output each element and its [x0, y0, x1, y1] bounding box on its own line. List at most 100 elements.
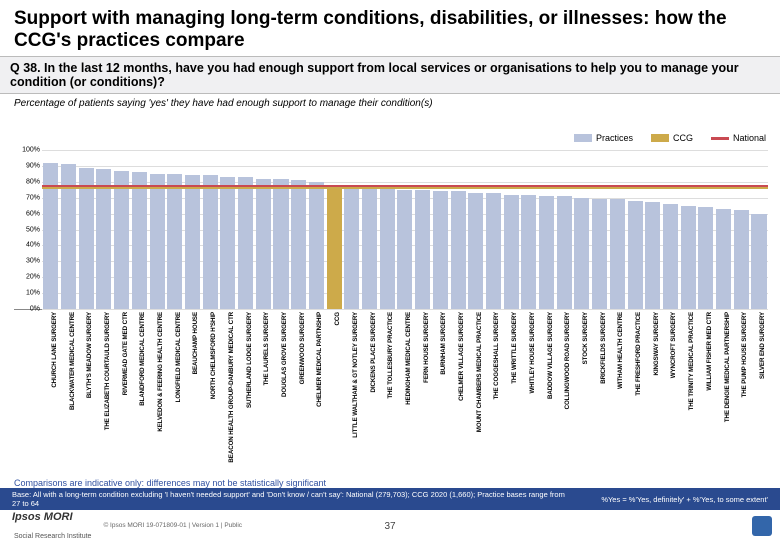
category-label: BURNHAM SURGERY — [440, 312, 447, 375]
category-label: THE LAURELS SURGERY — [263, 312, 270, 386]
category-label: KELVEDON & FEERING HEALTH CENTRE — [157, 312, 164, 432]
practice-bar — [628, 201, 643, 309]
ccg-swatch — [651, 134, 669, 142]
bar-wrap — [308, 150, 326, 309]
ytick: 90% — [14, 162, 40, 169]
page-number: 37 — [384, 521, 395, 532]
category-label: HEDINGHAM MEDICAL CENTRE — [405, 312, 412, 405]
practice-bar — [645, 202, 660, 309]
practice-bar — [504, 195, 519, 309]
category-label-wrap: CHELMER MEDICAL PARTNSHIP — [308, 312, 326, 447]
practice-bar — [415, 190, 430, 309]
practice-bar — [362, 188, 377, 309]
bar-wrap — [166, 150, 184, 309]
practice-bar — [681, 206, 696, 309]
category-label-wrap: LITTLE WALTHAM & GT NOTLEY SURGERY — [343, 312, 361, 447]
practice-bar — [132, 172, 147, 309]
category-label-wrap: WILLIAM FISHER MED CTR — [697, 312, 715, 447]
practice-bar — [220, 177, 235, 309]
bar-wrap — [414, 150, 432, 309]
category-label: DOUGLAS GROVE SURGERY — [281, 312, 288, 397]
practice-bar — [380, 188, 395, 309]
footer-logo-sub: Social Research Institute — [14, 533, 91, 540]
category-label: LITTLE WALTHAM & GT NOTLEY SURGERY — [352, 312, 359, 438]
practice-bar — [486, 193, 501, 309]
yes-definition: %Yes = %'Yes, definitely' + %'Yes, to so… — [601, 495, 768, 504]
bar-wrap — [485, 150, 503, 309]
category-label-wrap: SUTHERLAND LODGE SURGERY — [237, 312, 255, 447]
category-label: THE COGGESHALL SURGERY — [493, 312, 500, 400]
practice-bar — [574, 198, 589, 309]
practice-bar — [238, 177, 253, 309]
category-label-wrap: KELVEDON & FEERING HEALTH CENTRE — [148, 312, 166, 447]
category-label-wrap: THE COGGESHALL SURGERY — [485, 312, 503, 447]
category-label-wrap: BLANDFORD MEDICAL CENTRE — [131, 312, 149, 447]
ytick: 10% — [14, 290, 40, 297]
category-label: CCG — [334, 312, 341, 325]
ccg-reference-line — [42, 187, 768, 189]
ytick: 80% — [14, 178, 40, 185]
bar-wrap — [449, 150, 467, 309]
practice-bar — [663, 204, 678, 309]
category-label-wrap: THE WRITTLE SURGERY — [502, 312, 520, 447]
practice-bar — [96, 169, 111, 309]
bar-wrap — [396, 150, 414, 309]
category-label: WILLIAM FISHER MED CTR — [706, 312, 713, 391]
practice-bar — [397, 190, 412, 309]
category-label: THE WRITTLE SURGERY — [511, 312, 518, 384]
category-label: GREENWOOD SURGERY — [299, 312, 306, 384]
category-label-wrap: THE FRESHFORD PRACTICE — [626, 312, 644, 447]
bar-wrap — [184, 150, 202, 309]
footer-copyright: © Ipsos MORI 19-071809-01 | Version 1 | … — [103, 522, 242, 529]
category-label-wrap: GREENWOOD SURGERY — [290, 312, 308, 447]
legend-national-label: National — [733, 133, 766, 143]
practice-bar — [610, 199, 625, 309]
legend-practices: Practices — [574, 133, 633, 143]
category-label-wrap: BEACON HEALTH GROUP-DANBURY MEDICAL CTR — [219, 312, 237, 447]
category-label-wrap: SILVER END SURGERY — [750, 312, 768, 447]
category-label: BEACON HEALTH GROUP-DANBURY MEDICAL CTR — [228, 312, 235, 463]
ccg-bar — [327, 187, 342, 309]
ytick: 30% — [14, 258, 40, 265]
ytick: 0% — [14, 306, 40, 313]
category-label: DICKENS PLACE SURGERY — [370, 312, 377, 393]
category-label-wrap: THE TOLLESBURY PRACTICE — [378, 312, 396, 447]
question-bar: Q 38. In the last 12 months, have you ha… — [0, 56, 780, 94]
ytick: 60% — [14, 210, 40, 217]
bar-wrap — [60, 150, 78, 309]
bar-wrap — [732, 150, 750, 309]
bar-wrap — [237, 150, 255, 309]
category-label: SUTHERLAND LODGE SURGERY — [246, 312, 253, 408]
ytick: 40% — [14, 242, 40, 249]
practice-bar — [79, 168, 94, 310]
category-label-wrap: WHITLEY HOUSE SURGERY — [520, 312, 538, 447]
category-label: BRICKFIELDS SURGERY — [600, 312, 607, 384]
bar-wrap — [201, 150, 219, 309]
category-label-wrap: THE ELIZABETH COURTAULD SURGERY — [95, 312, 113, 447]
bar-wrap — [254, 150, 272, 309]
category-labels: CHURCH LANE SURGERYBLACKWATER MEDICAL CE… — [42, 312, 768, 447]
category-label-wrap: MOUNT CHAMBERS MEDICAL PRACTICE — [467, 312, 485, 447]
category-label: LONGFIELD MEDICAL CENTRE — [175, 312, 182, 402]
category-label: THE TOLLESBURY PRACTICE — [387, 312, 394, 399]
practice-bar — [451, 191, 466, 309]
practice-bar — [273, 179, 288, 309]
bar-wrap — [325, 150, 343, 309]
category-label-wrap: STOCK SURGERY — [573, 312, 591, 447]
legend: Practices CCG National — [574, 133, 766, 143]
category-label-wrap: COLLINGWOOD ROAD SURGERY — [555, 312, 573, 447]
bar-wrap — [131, 150, 149, 309]
bar-wrap — [290, 150, 308, 309]
bar-wrap — [715, 150, 733, 309]
category-label-wrap: CHELMER VILLAGE SURGERY — [449, 312, 467, 447]
category-label-wrap: BURNHAM SURGERY — [431, 312, 449, 447]
bar-wrap — [77, 150, 95, 309]
bar-wrap — [343, 150, 361, 309]
category-label: CHURCH LANE SURGERY — [51, 312, 58, 388]
category-label-wrap: DICKENS PLACE SURGERY — [361, 312, 379, 447]
practice-bar — [716, 209, 731, 309]
category-label: BLYTH'S MEADOW SURGERY — [86, 312, 93, 398]
bar-wrap — [662, 150, 680, 309]
category-label: THE DENGIE MEDICAL PARTNERSHIP — [724, 312, 731, 422]
category-label-wrap: RIVERMEAD GATE MED CTR — [113, 312, 131, 447]
